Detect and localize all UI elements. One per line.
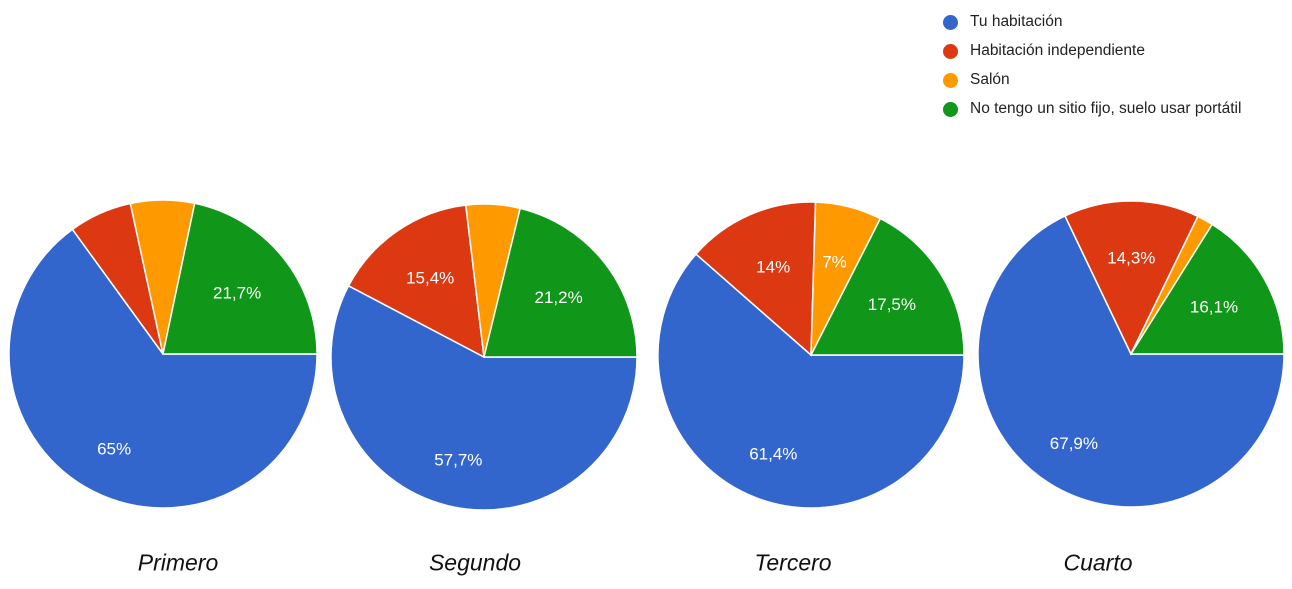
slice-value-label: 21,2% bbox=[534, 288, 582, 307]
legend-label: Salón bbox=[970, 71, 1010, 88]
legend-swatch-green-icon bbox=[943, 102, 958, 117]
pie-segundo: 57,7% 15,4% 21,2% bbox=[330, 203, 638, 511]
legend-swatch-red-icon bbox=[943, 44, 958, 59]
slice-value-label: 57,7% bbox=[434, 450, 482, 469]
legend-item-salon[interactable]: Salón bbox=[943, 68, 1283, 92]
legend-swatch-orange-icon bbox=[943, 73, 958, 88]
slice-value-label: 21,7% bbox=[213, 283, 261, 302]
slice-value-label: 65% bbox=[97, 440, 131, 459]
pie-slice[interactable] bbox=[330, 284, 638, 511]
legend: Tu habitación Habitación independiente S… bbox=[943, 10, 1283, 126]
slice-value-label: 15,4% bbox=[406, 268, 454, 287]
pie-slice[interactable] bbox=[347, 204, 485, 359]
slice-value-label: 67,9% bbox=[1050, 434, 1098, 453]
pie-slice[interactable] bbox=[657, 253, 965, 509]
pie-slice[interactable] bbox=[977, 214, 1285, 508]
caption-segundo: Segundo bbox=[428, 549, 522, 576]
pie-slice[interactable] bbox=[1129, 223, 1285, 355]
pie-slice[interactable] bbox=[162, 202, 318, 355]
legend-label: No tengo un sitio fijo, suelo usar portá… bbox=[970, 100, 1242, 117]
pie-tercero: 61,4% 14% 7% 17,5% bbox=[657, 201, 965, 509]
slice-value-label: 7% bbox=[822, 253, 847, 272]
legend-swatch-blue-icon bbox=[943, 15, 958, 30]
legend-label: Habitación independiente bbox=[970, 42, 1145, 59]
pie-cuarto: 67,9% 14,3% 16,1% bbox=[977, 200, 1285, 508]
slice-value-label: 14% bbox=[756, 257, 790, 276]
pie-slice[interactable] bbox=[483, 207, 638, 358]
pie-slice[interactable] bbox=[809, 217, 965, 356]
slice-value-label: 61,4% bbox=[749, 445, 797, 464]
pie-slice[interactable] bbox=[694, 201, 817, 357]
caption-tercero: Tercero bbox=[754, 549, 832, 576]
slice-value-label: 17,5% bbox=[868, 295, 916, 314]
legend-item-tu-habitacion[interactable]: Tu habitación bbox=[943, 10, 1283, 34]
slice-value-label: 16,1% bbox=[1190, 297, 1238, 316]
pie-primero: 65% 21,7% bbox=[8, 199, 318, 509]
pie-slice[interactable] bbox=[1063, 200, 1199, 356]
legend-item-habitacion-independiente[interactable]: Habitación independiente bbox=[943, 39, 1283, 63]
caption-primero: Primero bbox=[137, 549, 219, 576]
pie-slice[interactable] bbox=[8, 228, 318, 509]
legend-label: Tu habitación bbox=[970, 13, 1063, 30]
legend-item-sin-sitio-fijo[interactable]: No tengo un sitio fijo, suelo usar portá… bbox=[943, 97, 1283, 121]
caption-cuarto: Cuarto bbox=[1063, 549, 1133, 576]
slice-value-label: 14,3% bbox=[1107, 249, 1155, 268]
